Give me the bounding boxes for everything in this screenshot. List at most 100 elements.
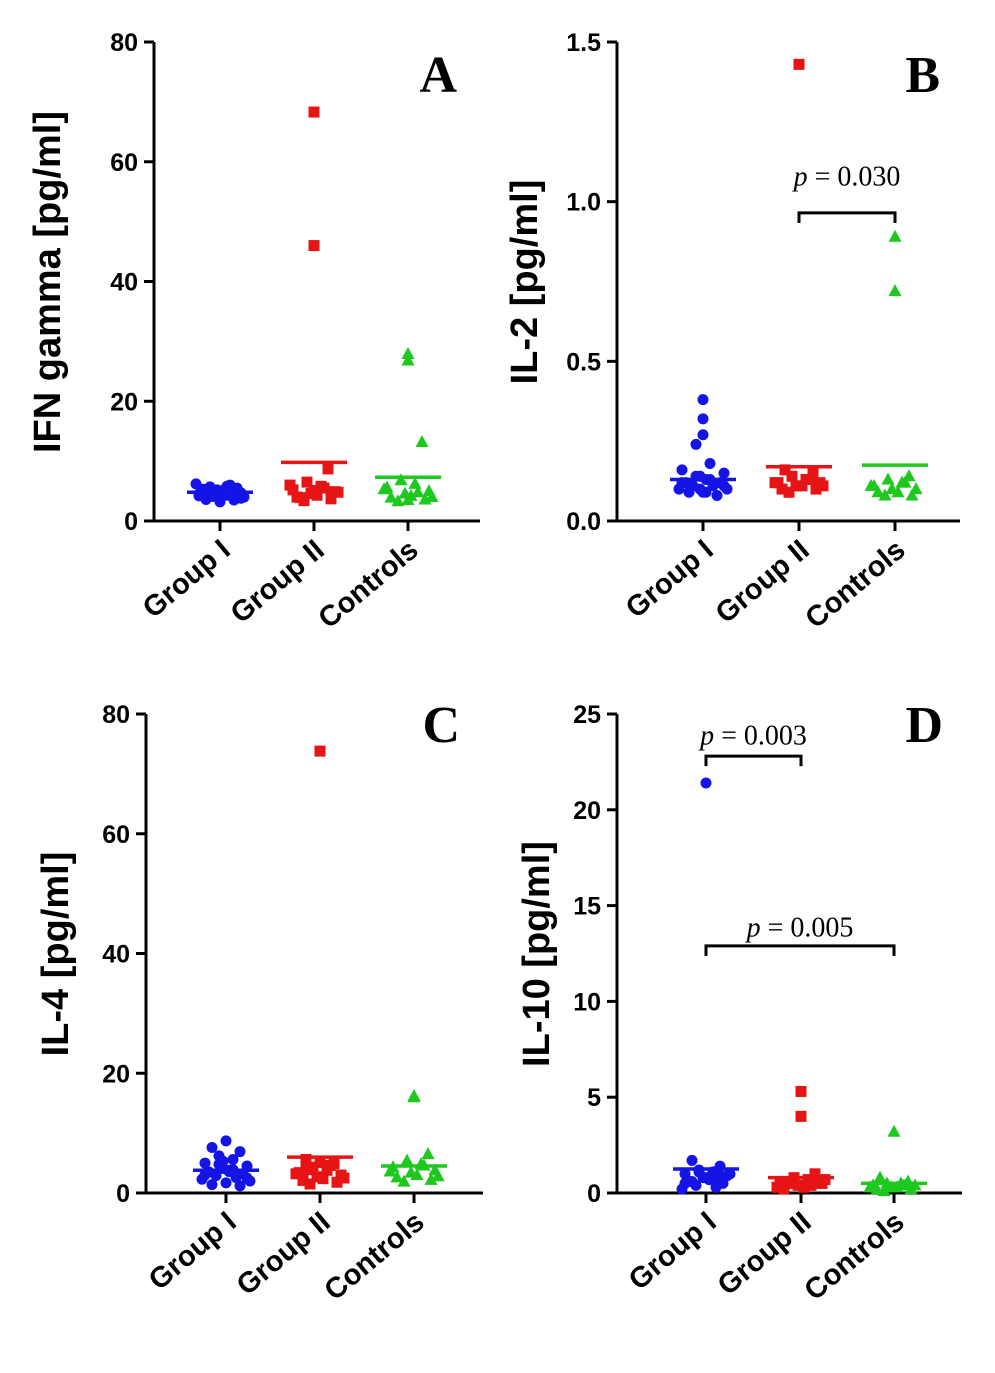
data-point (786, 470, 798, 482)
panel-letter: C (422, 697, 460, 754)
data-point (217, 1155, 229, 1167)
series-controls (375, 346, 441, 507)
data-point (325, 493, 337, 505)
data-point (788, 1172, 800, 1184)
data-point (697, 413, 709, 425)
data-point (724, 1168, 736, 1180)
data-point (774, 1176, 786, 1188)
x-tick-label: Group II (225, 534, 331, 630)
data-point (805, 1179, 817, 1191)
data-point (410, 1168, 424, 1181)
data-point (891, 485, 905, 498)
y-tick-label: 80 (110, 29, 138, 57)
series-group-i (673, 777, 739, 1195)
data-point (424, 1172, 438, 1185)
data-point (235, 492, 247, 504)
data-point (417, 1158, 431, 1171)
data-point (199, 1157, 211, 1169)
data-point (819, 1174, 831, 1186)
data-point (397, 1174, 411, 1187)
data-point (332, 486, 344, 498)
series-group-ii (766, 58, 832, 498)
data-point (793, 58, 805, 70)
y-tick-label: 15 (573, 893, 601, 921)
series-group-ii (768, 1085, 834, 1195)
data-point (383, 1164, 397, 1177)
data-point (888, 284, 902, 297)
x-tick-label: Controls (313, 534, 425, 635)
data-point (877, 1184, 891, 1197)
panel-letter: D (905, 697, 943, 754)
data-point (779, 464, 791, 476)
data-point (809, 1168, 821, 1180)
data-point (290, 1168, 302, 1180)
data-point (700, 486, 712, 498)
data-point (401, 346, 415, 359)
series-group-i (187, 478, 253, 508)
data-point (693, 1166, 705, 1178)
data-point (415, 434, 429, 447)
data-point (314, 745, 326, 757)
data-point (206, 1141, 218, 1153)
y-axis-label: IL-10 [pg/ml] (516, 841, 558, 1067)
y-tick-label: 20 (102, 1060, 130, 1088)
data-point (798, 1181, 810, 1193)
data-point (407, 1090, 421, 1103)
significance-bracket (797, 211, 897, 223)
data-point (888, 229, 902, 242)
data-point (234, 1180, 246, 1192)
data-point (897, 1178, 911, 1191)
x-tick-label: Group I (137, 534, 237, 625)
data-point (234, 1146, 246, 1158)
data-point (704, 473, 716, 485)
p-value-label: p = 0.005 (745, 912, 854, 943)
y-tick-label: 5 (587, 1084, 601, 1112)
data-point (905, 488, 919, 501)
data-point (795, 1085, 807, 1097)
data-point (683, 486, 695, 498)
data-point (300, 1164, 312, 1176)
data-point (308, 106, 320, 118)
data-point (718, 467, 730, 479)
data-point (223, 1165, 235, 1177)
data-point (690, 438, 702, 450)
data-point (390, 1170, 404, 1183)
data-point (307, 1161, 319, 1173)
x-tick-label: Group I (623, 1206, 723, 1297)
data-point (679, 1177, 691, 1189)
data-point (690, 470, 702, 482)
data-point (904, 1182, 918, 1195)
data-point (898, 475, 912, 488)
series-group-i (670, 394, 736, 501)
data-point (206, 1179, 218, 1191)
data-point (294, 492, 306, 504)
data-point (807, 467, 819, 479)
x-tick-label: Group II (710, 534, 816, 630)
data-point (308, 484, 320, 496)
data-point (411, 485, 425, 498)
data-point (707, 1174, 719, 1186)
y-tick-label: 20 (110, 388, 138, 416)
data-point (887, 1124, 901, 1137)
y-tick-label: 1.0 (566, 189, 601, 217)
significance-bracket (704, 944, 896, 956)
data-point (676, 477, 688, 489)
data-point (241, 1172, 253, 1184)
series-controls (381, 1089, 447, 1187)
data-point (391, 494, 405, 507)
data-point (704, 458, 716, 470)
data-point (317, 1173, 329, 1185)
data-point (790, 480, 802, 492)
data-point (304, 1178, 316, 1190)
y-tick-label: 0 (116, 1180, 130, 1208)
data-point (796, 480, 808, 492)
series-group-i (193, 1135, 259, 1192)
data-point (697, 394, 709, 406)
y-axis-label: IL-4 [pg/ml] (35, 852, 77, 1057)
data-point (718, 480, 730, 492)
y-tick-label: 0.0 (566, 508, 601, 536)
data-point (308, 240, 320, 252)
data-point (881, 472, 895, 485)
